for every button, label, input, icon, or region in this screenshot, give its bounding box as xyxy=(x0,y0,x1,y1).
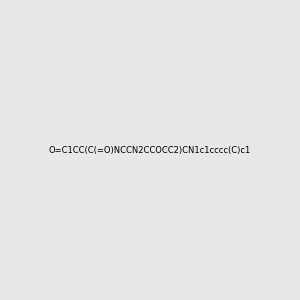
Text: O=C1CC(C(=O)NCCN2CCOCC2)CN1c1cccc(C)c1: O=C1CC(C(=O)NCCN2CCOCC2)CN1c1cccc(C)c1 xyxy=(49,146,251,154)
